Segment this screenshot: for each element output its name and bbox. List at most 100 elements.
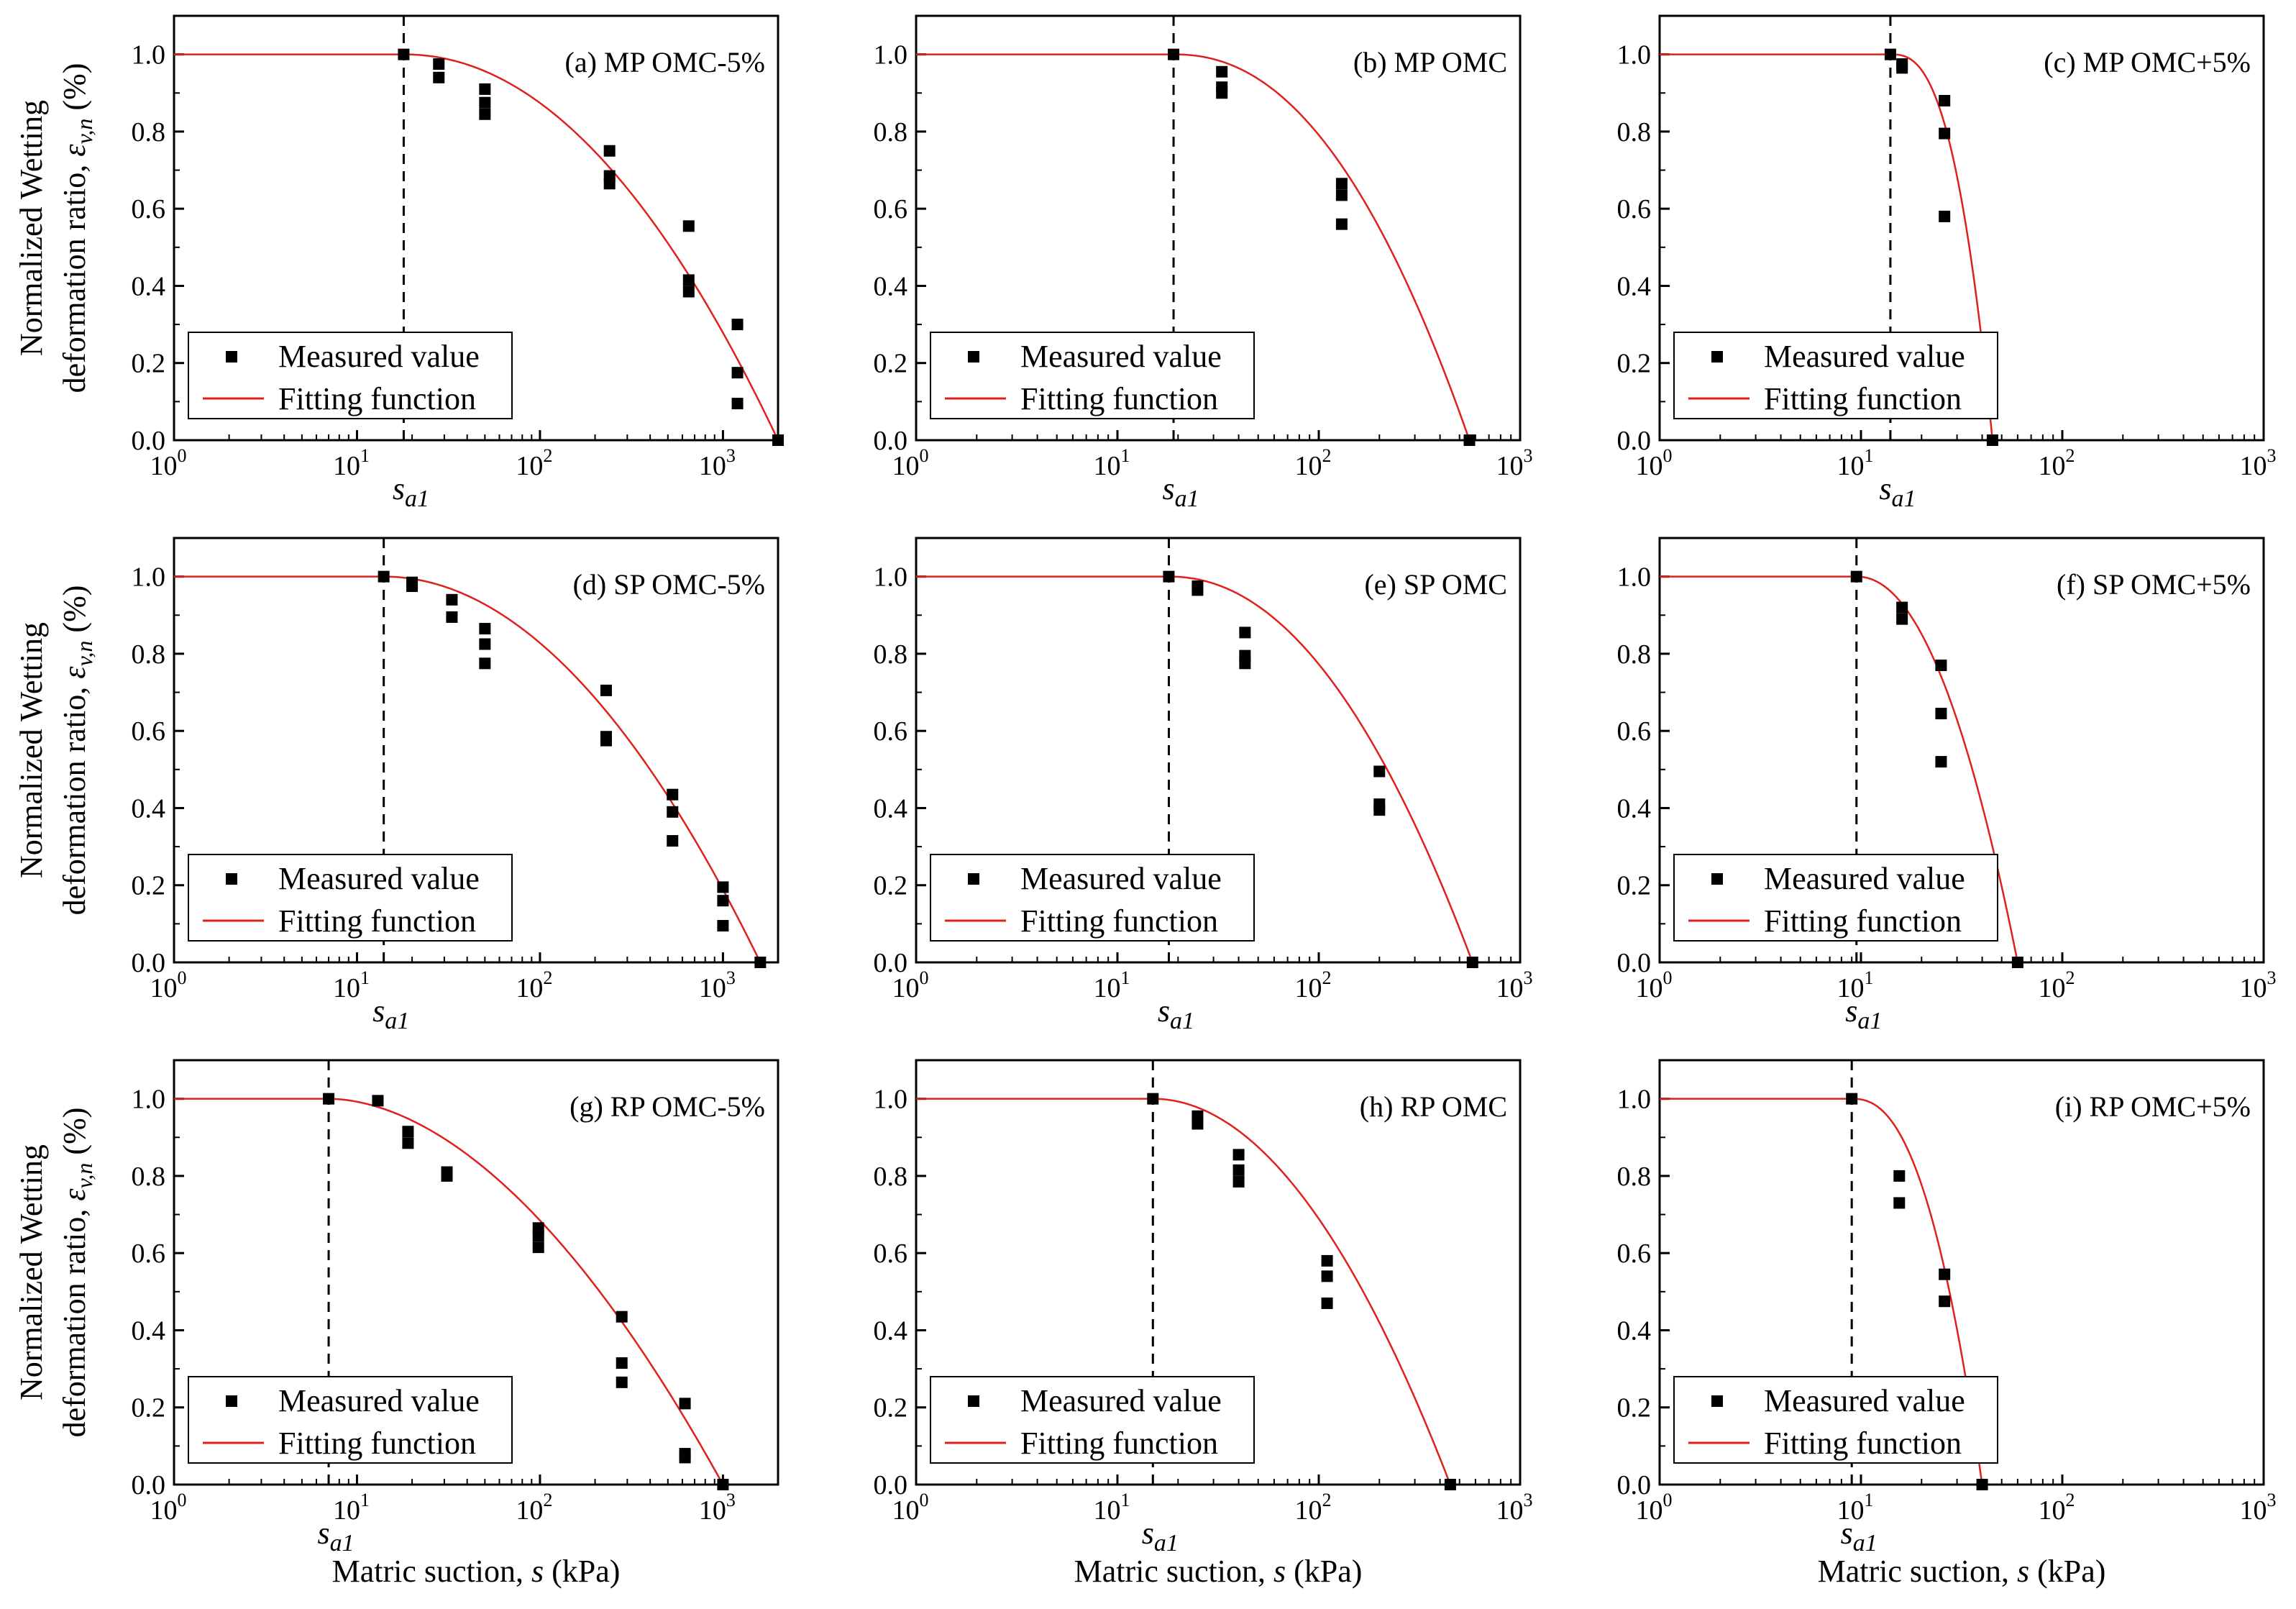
panel-title: (g) RP OMC-5% [570,1090,765,1123]
measured-point [1239,657,1251,670]
measured-point [1335,218,1348,230]
x-tick-label: 103 [1496,445,1533,481]
x-tick-label: 103 [2240,445,2277,481]
x-tick-label: 100 [150,1490,187,1526]
x-tick-label: 103 [699,967,736,1003]
measured-point [616,1357,628,1369]
x-tick-label: 100 [1636,1490,1673,1526]
measured-point [1335,189,1348,201]
y-tick-label: 0.2 [874,349,908,379]
y-tick-label: 0.2 [874,1393,908,1423]
measured-point [616,1376,628,1388]
plot-frame [173,537,779,964]
x-axis-label: Matric suction, s (kPa) [1818,1554,2106,1589]
x-tick-label: 100 [150,967,187,1003]
x-tick-label: 103 [2240,1490,2277,1526]
y-tick-label: 0.4 [1617,793,1652,824]
legend-frame [1673,1376,1998,1464]
y-axis-label-line2: deformation ratio, εv,n (%) [57,63,97,393]
y-tick-label: 1.0 [874,562,908,593]
legend-fitting-label: Fitting function [278,1426,476,1461]
y-tick-label: 0.2 [132,871,166,901]
y-tick-label: 0.8 [1617,1162,1652,1192]
panel-title: (f) SP OMC+5% [2057,568,2251,601]
legend-frame [1673,332,1998,419]
y-tick-label: 0.4 [132,793,166,824]
sa1-label: sa1 [393,471,429,512]
legend: Measured value Fitting function [1673,332,1998,419]
sa1-label: sa1 [1841,1515,1877,1556]
measured-point [1335,178,1348,190]
measured-point [446,593,458,606]
panel-h: 0.0 0.2 0.4 0.6 0.8 1.0 100 101 102 103 sa1 (h) RP … [874,1059,1533,1589]
panel-title: (a) MP OMC-5% [565,46,766,78]
x-tick-label: 101 [1094,967,1130,1003]
legend-frame [930,332,1255,419]
legend: Measured value Fitting function [930,854,1255,942]
y-tick-label: 1.0 [874,1085,908,1115]
x-tick-label: 101 [333,1490,370,1526]
legend-fitting-label: Fitting function [278,381,476,416]
y-axis-label-line1: Normalized Wetting [14,100,49,356]
y-tick-label: 1.0 [132,1085,166,1115]
measured-point [600,734,612,747]
measured-point [1939,1268,1951,1280]
measured-point [1232,1164,1245,1176]
measured-point [1216,65,1228,78]
legend-fitting-label: Fitting function [1020,381,1218,416]
y-tick-label: 0.4 [132,1316,166,1346]
y-tick-label: 0.4 [132,271,166,301]
legend-fitting-label: Fitting function [1020,1426,1218,1461]
panel-g: 0.0 0.2 0.4 0.6 0.8 1.0 100 101 102 103 sa1 (g) RP … [14,1059,779,1589]
y-tick-label: 0.2 [1617,1393,1652,1423]
measured-point [372,1095,384,1107]
fit-curve [1660,53,1994,441]
y-tick-label: 0.0 [874,426,908,456]
measured-point [754,957,767,968]
measured-point [1935,756,1947,768]
measured-point [479,96,491,109]
fit-curve [174,53,779,441]
measured-point [1939,95,1951,106]
measured-point [1846,1093,1858,1105]
y-axis-label-line2: deformation ratio, εv,n (%) [57,585,97,916]
y-tick-label: 0.0 [1617,948,1652,978]
measured-point [1976,1479,1988,1490]
plot-frame [1658,14,2265,442]
plot-frame [173,14,779,442]
y-tick-label: 0.2 [132,349,166,379]
measured-point [731,398,744,410]
panel-f: 0.0 0.2 0.4 0.6 0.8 1.0 100 101 102 103 sa1 (f) SP … [1617,537,2277,1034]
panel-title: (b) MP OMC [1353,46,1507,78]
legend-measured-label: Measured value [278,1383,480,1418]
legend-frame [188,1376,513,1464]
legend: Measured value Fitting function [188,854,513,942]
measured-point [1939,210,1951,222]
x-tick-label: 101 [1837,967,1874,1003]
legend-measured-label: Measured value [1020,339,1222,374]
y-tick-label: 0.0 [132,426,166,456]
measured-point [441,1170,453,1182]
measured-point [323,1093,335,1105]
y-tick-label: 0.2 [132,1393,166,1423]
panel-title: (i) RP OMC+5% [2055,1090,2251,1123]
measured-point [1893,1170,1906,1182]
legend-measured-label: Measured value [1764,339,1965,374]
measured-point [682,274,695,286]
y-tick-label: 0.4 [874,793,908,824]
sa1-label: sa1 [1845,993,1882,1034]
measured-point [682,220,695,232]
y-tick-label: 1.0 [1617,1085,1652,1115]
sa1-label: sa1 [1142,1515,1179,1556]
y-tick-label: 0.2 [1617,871,1652,901]
fit-curve [916,1098,1452,1485]
x-tick-label: 102 [516,967,552,1003]
measured-point [717,895,729,907]
legend-frame [930,854,1255,942]
measured-point [717,1479,729,1490]
legend-marker-icon [968,351,979,363]
y-tick-label: 1.0 [874,40,908,70]
measured-point [1896,62,1908,74]
measured-point [532,1230,544,1242]
